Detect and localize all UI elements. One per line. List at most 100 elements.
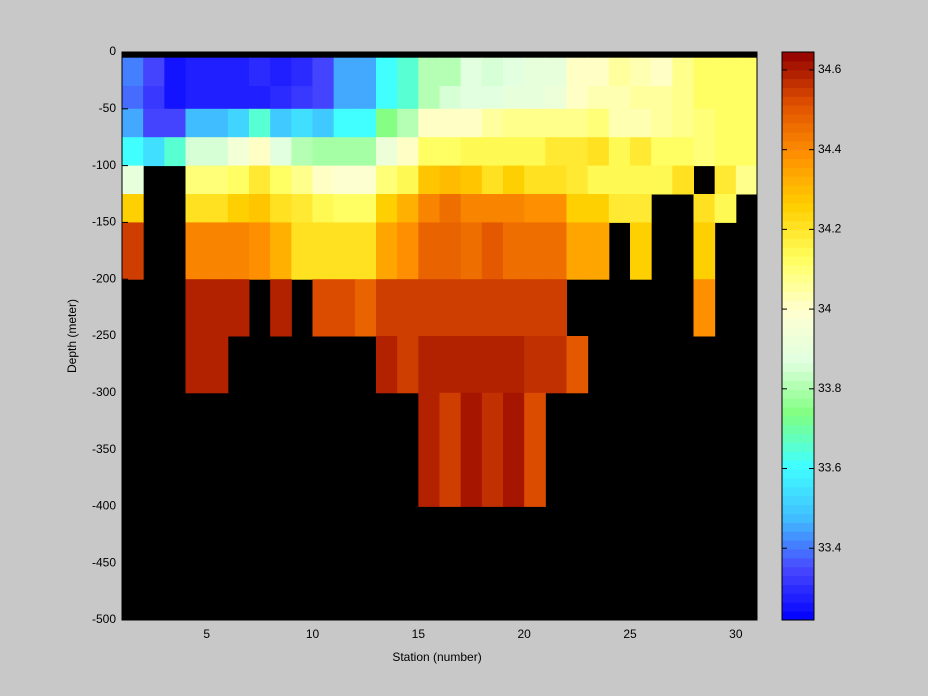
x-tick-label: 5 xyxy=(203,627,210,641)
heatmap-cell xyxy=(587,108,610,138)
heatmap-cell xyxy=(227,165,250,195)
heatmap-cell xyxy=(418,165,440,195)
heatmap-cell xyxy=(735,137,758,167)
heatmap-cell xyxy=(566,194,589,223)
heatmap-cell xyxy=(270,108,292,138)
heatmap-cell xyxy=(397,222,419,280)
heatmap-cell xyxy=(524,108,546,138)
heatmap-cell xyxy=(376,336,398,394)
heatmap-cell xyxy=(270,222,292,280)
heatmap-cell xyxy=(164,137,186,167)
colorbar-band xyxy=(782,611,814,621)
heatmap-cell xyxy=(566,57,589,87)
heatmap-cell xyxy=(503,57,525,87)
colorbar-band xyxy=(782,60,814,71)
heatmap-cell xyxy=(693,86,716,110)
heatmap-cell xyxy=(545,165,567,195)
heatmap-cell xyxy=(206,165,229,195)
heatmap-cell xyxy=(354,165,377,195)
colorbar-band xyxy=(782,469,814,479)
heatmap-cell xyxy=(587,165,610,195)
heatmap-cell xyxy=(249,57,271,87)
heatmap-cell xyxy=(206,336,229,394)
heatmap-cell xyxy=(291,194,313,223)
heatmap-cell xyxy=(503,392,525,507)
heatmap-cell xyxy=(735,108,758,138)
colorbar-tick-label: 34 xyxy=(818,301,832,315)
heatmap-cell xyxy=(185,57,208,87)
heatmap-cell xyxy=(503,86,525,110)
heatmap-cell xyxy=(418,137,440,167)
heatmap-cell xyxy=(481,165,504,195)
colorbar-band xyxy=(782,256,814,266)
heatmap-cell xyxy=(630,86,652,110)
heatmap-cell xyxy=(439,336,462,394)
heatmap-cell xyxy=(693,279,716,337)
colorbar-band xyxy=(782,265,814,275)
heatmap-cell xyxy=(249,222,271,280)
heatmap-cell xyxy=(693,57,716,87)
colorbar-tick-label: 34.2 xyxy=(818,222,842,236)
heatmap-cell xyxy=(418,194,440,223)
heatmap-cell xyxy=(418,336,440,394)
y-tick-label: -400 xyxy=(92,499,116,513)
colorbar-band xyxy=(782,540,814,550)
heatmap-cell xyxy=(439,57,462,87)
heatmap-cell xyxy=(460,194,483,223)
heatmap-cell xyxy=(376,222,398,280)
heatmap-cell xyxy=(333,222,356,280)
heatmap-cell xyxy=(693,222,716,280)
colorbar-band xyxy=(782,336,814,346)
y-tick-label: 0 xyxy=(109,44,116,58)
heatmap-cell xyxy=(503,336,525,394)
heatmap-cell xyxy=(714,165,737,195)
colorbar-band xyxy=(782,407,814,417)
heatmap-cell xyxy=(418,108,440,138)
heatmap-cell xyxy=(312,279,335,337)
heatmap-cell xyxy=(545,194,567,223)
heatmap-cell xyxy=(291,57,313,87)
heatmap-cell xyxy=(354,108,377,138)
colorbar-band xyxy=(782,389,814,399)
heatmap-cell xyxy=(270,279,292,337)
heatmap-cell xyxy=(206,86,229,110)
heatmap-cell xyxy=(587,137,610,167)
heatmap-cell xyxy=(714,194,737,223)
heatmap-cell xyxy=(397,336,419,394)
heatmap-cell xyxy=(439,108,462,138)
heatmap-cell xyxy=(397,86,419,110)
colorbar-band xyxy=(782,211,814,222)
heatmap-cell xyxy=(672,165,694,195)
colorbar-band xyxy=(782,504,814,514)
heatmap-cell xyxy=(481,222,504,280)
colorbar-band xyxy=(782,140,814,151)
heatmap-cell xyxy=(354,194,377,223)
heatmap-cell xyxy=(460,86,483,110)
heatmap-cell xyxy=(545,86,567,110)
heatmap-cell xyxy=(143,86,165,110)
heatmap-cell xyxy=(608,137,631,167)
heatmap-cell xyxy=(164,86,186,110)
heatmap-cell xyxy=(227,279,250,337)
heatmap-cell xyxy=(587,194,610,223)
colorbar-band xyxy=(782,478,814,488)
heatmap-cell xyxy=(227,57,250,87)
heatmap-cell xyxy=(164,57,186,87)
colorbar-band xyxy=(782,69,814,80)
heatmap-cell xyxy=(503,137,525,167)
colorbar-band xyxy=(782,362,814,372)
heatmap-cell xyxy=(185,137,208,167)
heatmap-cell xyxy=(354,137,377,167)
colorbar-band xyxy=(782,158,814,168)
heatmap-cell xyxy=(587,57,610,87)
heatmap-cell xyxy=(397,137,419,167)
colorbar-band xyxy=(782,318,814,328)
colorbar-band xyxy=(782,486,814,497)
heatmap-cell xyxy=(291,222,313,280)
heatmap-cell xyxy=(651,165,673,195)
heatmap-cell xyxy=(439,194,462,223)
colorbar-band xyxy=(782,96,814,106)
colorbar-band xyxy=(782,185,814,195)
colorbar-band xyxy=(782,602,814,612)
